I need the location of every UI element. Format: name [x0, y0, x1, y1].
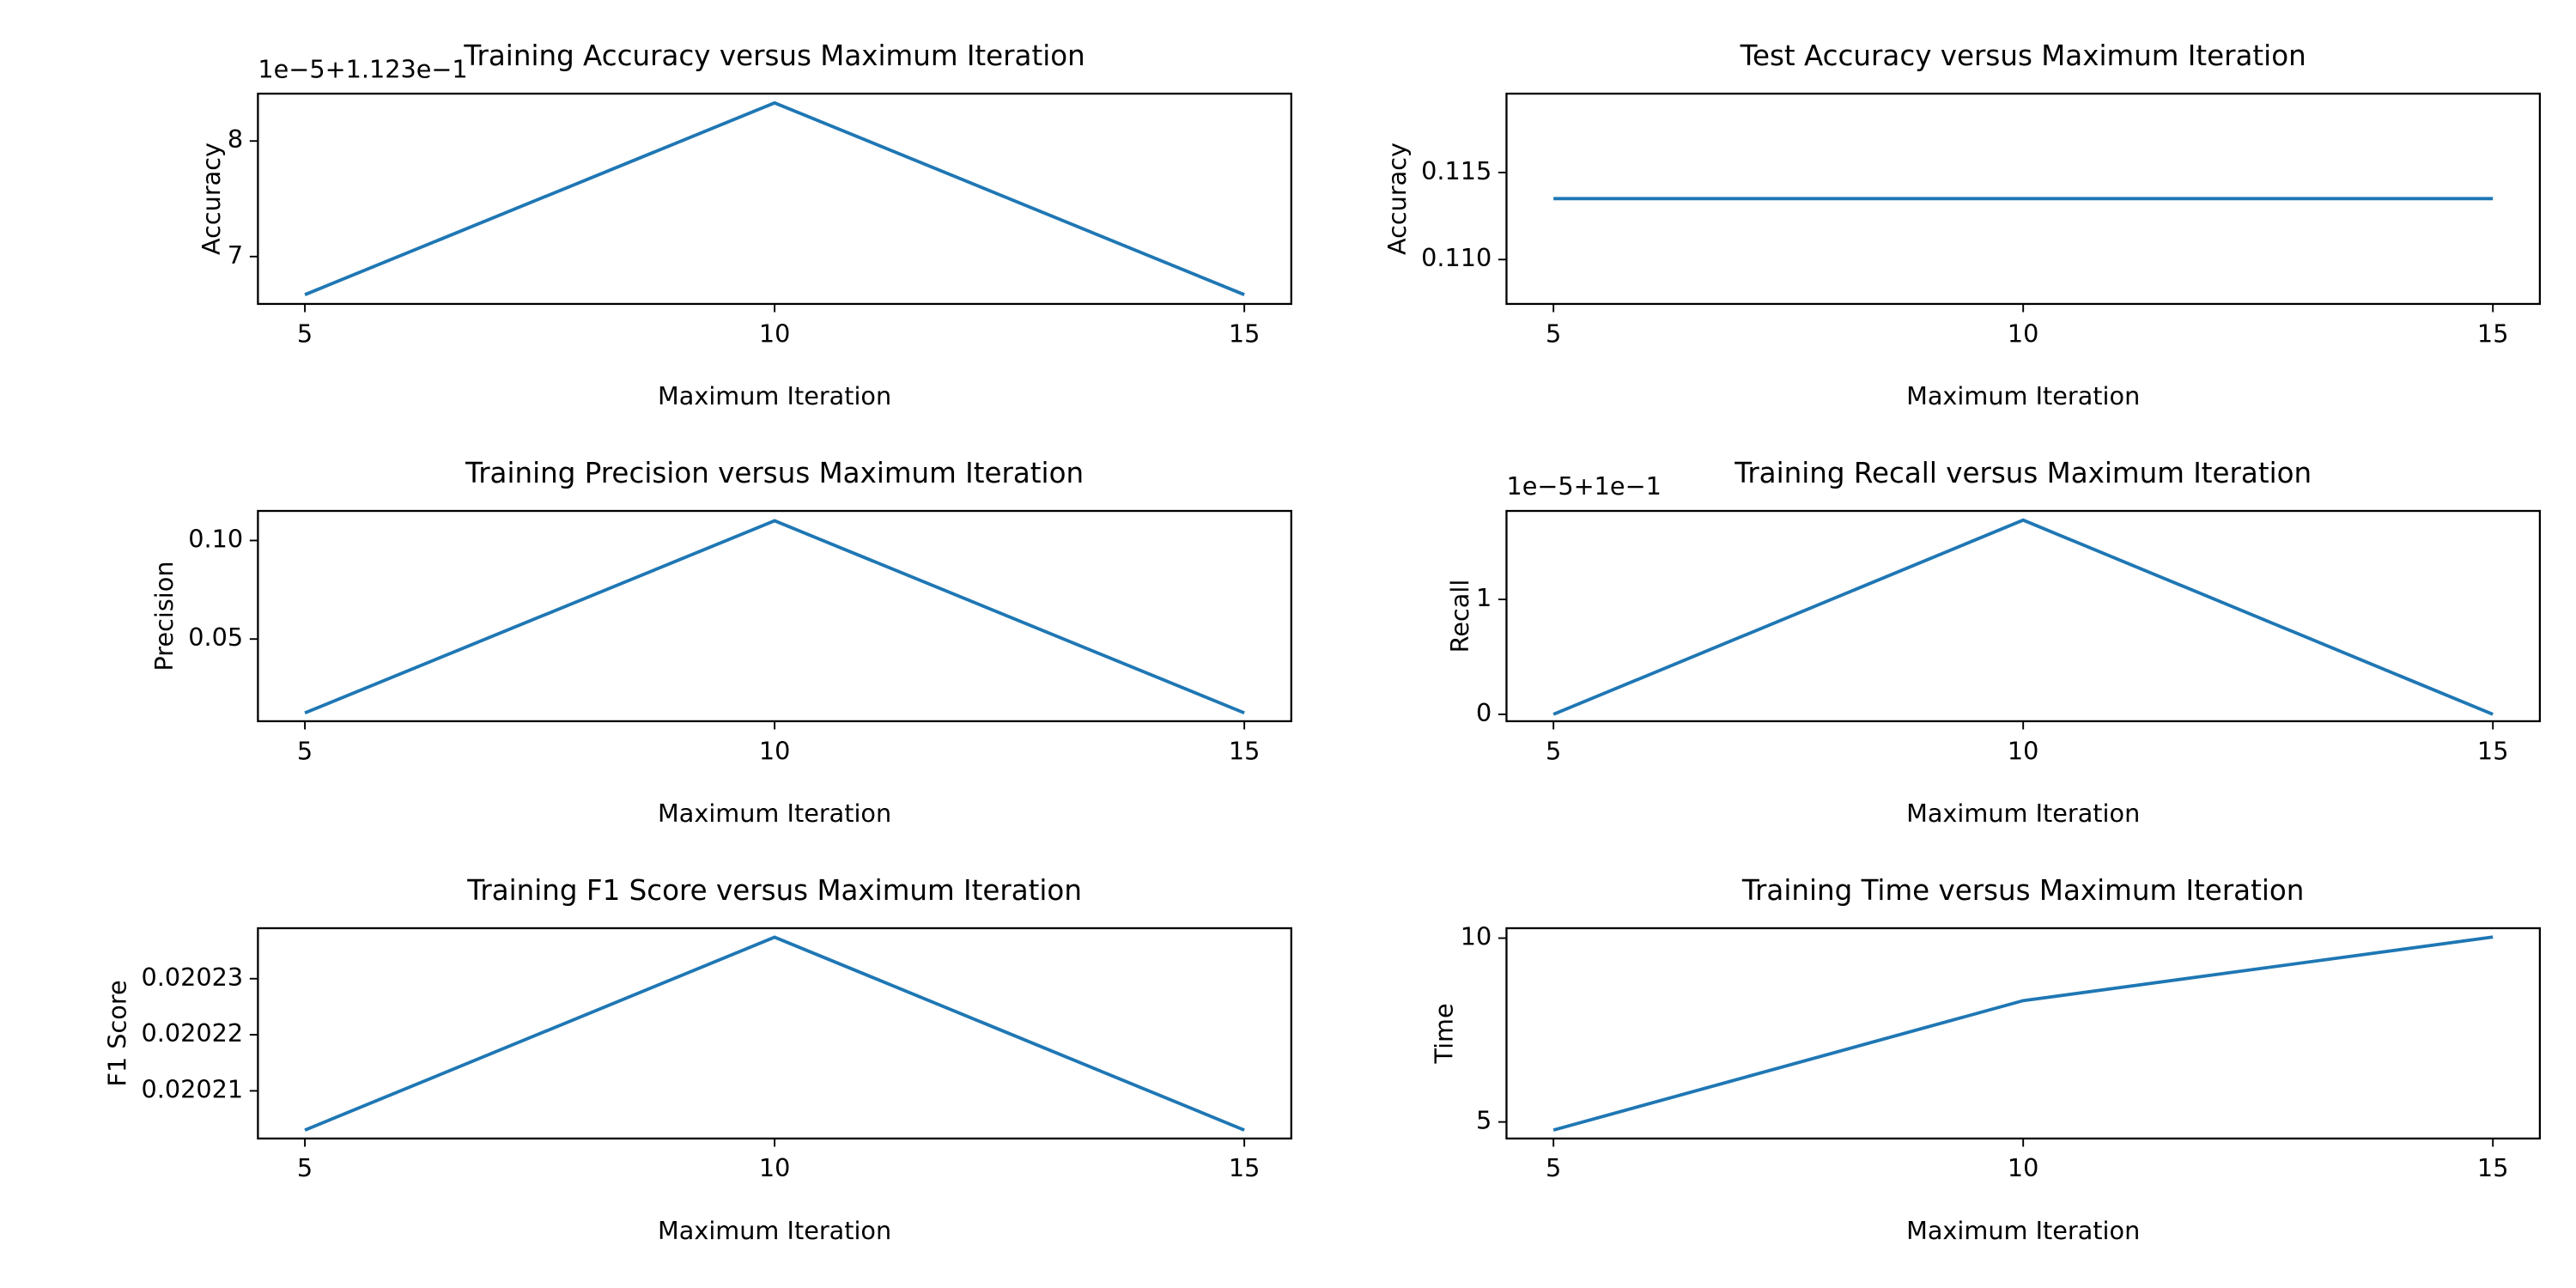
x-tick-label: 10 [759, 736, 791, 765]
data-line [304, 519, 1245, 715]
x-tick-label: 15 [1229, 319, 1261, 348]
x-axis-label: Maximum Iteration [658, 799, 891, 828]
x-tick-label: 5 [1546, 1153, 1561, 1182]
subplot-title: Training Time versus Maximum Iteration [1741, 874, 2304, 907]
y-tick-label: 0.02023 [142, 963, 244, 992]
y-tick-label: 10 [1461, 922, 1492, 951]
y-tick-label: 5 [1476, 1106, 1492, 1135]
offset-text: 1e−5+1.123e−1 [258, 54, 467, 83]
subplot: Training F1 Score versus Maximum Iterati… [103, 874, 1292, 1245]
x-tick-label: 15 [2477, 736, 2509, 765]
x-tick-label: 15 [2477, 319, 2509, 348]
data-line [304, 935, 1245, 1132]
y-tick-label: 0.115 [1421, 156, 1492, 185]
axes-frame [257, 92, 1292, 306]
x-tick-label: 5 [1546, 736, 1561, 765]
x-tick-label: 15 [1229, 1153, 1261, 1182]
subplot-title: Training Accuracy versus Maximum Iterati… [463, 39, 1084, 72]
y-tick-label: 0.10 [188, 524, 243, 553]
y-tick-label: 8 [228, 125, 243, 154]
x-axis-label: Maximum Iteration [658, 381, 891, 410]
x-tick-label: 5 [297, 736, 313, 765]
x-tick-label: 10 [759, 319, 791, 348]
x-tick-label: 5 [297, 319, 313, 348]
y-tick-label: 7 [228, 240, 243, 270]
x-tick-label: 10 [2008, 319, 2039, 348]
axes-frame [1505, 509, 2542, 723]
y-tick-label: 1 [1476, 583, 1492, 612]
subplot: Training Recall versus Maximum Iteration… [1445, 457, 2542, 828]
subplot-title: Test Accuracy versus Maximum Iteration [1740, 39, 2306, 72]
y-axis-label: Accuracy [1382, 143, 1412, 255]
axes-frame [1505, 927, 2542, 1140]
y-tick-label: 0 [1476, 698, 1492, 727]
y-tick-label: 0.110 [1421, 243, 1492, 272]
axes-frame [1505, 92, 2542, 306]
subplot: Training Time versus Maximum Iteration Ma… [1430, 874, 2542, 1245]
subplot-title: Training Precision versus Maximum Iterat… [465, 457, 1084, 489]
axes-frame [257, 509, 1292, 723]
x-axis-label: Maximum Iteration [1906, 381, 2140, 410]
x-tick-label: 10 [2008, 1153, 2039, 1182]
y-tick-label: 0.02021 [142, 1074, 244, 1103]
x-tick-label: 5 [297, 1153, 313, 1182]
y-axis-label: Accuracy [197, 143, 226, 255]
data-line [304, 100, 1245, 296]
x-tick-label: 5 [1546, 319, 1561, 348]
subplot-title: Training F1 Score versus Maximum Iterati… [466, 874, 1082, 907]
subplot: Training Precision versus Maximum Iterat… [149, 457, 1292, 828]
data-line [1552, 518, 2494, 716]
x-tick-label: 15 [2477, 1153, 2509, 1182]
y-axis-label: Time [1430, 1003, 1459, 1064]
x-tick-label: 10 [759, 1153, 791, 1182]
x-tick-label: 15 [1229, 736, 1261, 765]
subplot-title: Training Recall versus Maximum Iteration [1734, 457, 2312, 489]
x-tick-label: 10 [2008, 736, 2039, 765]
y-axis-label: Recall [1445, 580, 1474, 653]
x-axis-label: Maximum Iteration [658, 1216, 891, 1245]
data-line [1552, 935, 2494, 1132]
axes-frame [257, 927, 1292, 1140]
subplot: Test Accuracy versus Maximum Iteration Ma… [1382, 39, 2542, 410]
y-axis-label: F1 Score [103, 980, 132, 1086]
x-axis-label: Maximum Iteration [1906, 1216, 2140, 1245]
offset-text: 1e−5+1e−1 [1506, 471, 1661, 501]
y-tick-label: 0.02022 [142, 1018, 244, 1048]
y-axis-label: Precision [149, 561, 179, 671]
x-axis-label: Maximum Iteration [1906, 799, 2140, 828]
y-tick-label: 0.05 [188, 623, 243, 652]
subplot: Training Accuracy versus Maximum Iterati… [197, 39, 1292, 410]
